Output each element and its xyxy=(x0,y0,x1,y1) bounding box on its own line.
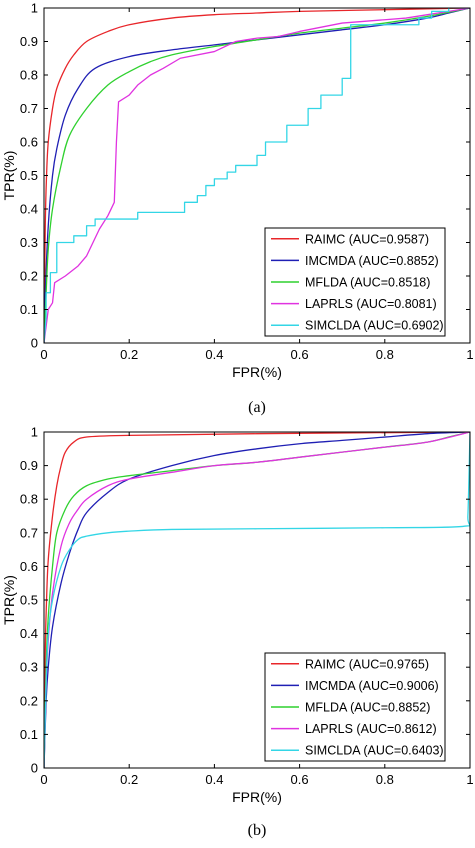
y-tick-label: 0.9 xyxy=(20,458,38,473)
y-tick-label: 0 xyxy=(31,761,38,776)
x-tick-label: 0.8 xyxy=(376,347,394,362)
legend: RAIMC (AUC=0.9587) IMCMDA (AUC=0.8852) MFL… xyxy=(264,227,446,337)
chart-b: 0 0.2 0.4 0.6 0.8 1 0 0.1 0.2 0.3 0.4 0.5 0.6 0.7 0.8 0… xyxy=(1,425,474,840)
series-line-raimc xyxy=(44,8,470,343)
y-tick-label: 0.4 xyxy=(20,626,38,641)
x-tick-label: 0 xyxy=(40,772,47,787)
legend-entry: SIMCLDA (AUC=0.6902) xyxy=(305,319,444,333)
x-tick-label: 0.6 xyxy=(291,772,309,787)
y-tick-label: 0.9 xyxy=(20,34,38,49)
legend-entry: LAPRLS (AUC=0.8081) xyxy=(305,297,437,311)
y-tick-label: 0.2 xyxy=(20,693,38,708)
y-tick-label: 0.3 xyxy=(20,660,38,675)
x-tick-label: 0.2 xyxy=(120,347,138,362)
y-axis-label: TPR(%) xyxy=(1,151,17,201)
x-tick-label: 0.6 xyxy=(291,347,309,362)
y-tick-label: 1 xyxy=(31,425,38,440)
y-tick-label: 0.1 xyxy=(20,727,38,742)
x-tick-label: 0.8 xyxy=(376,772,394,787)
series-line-laprls xyxy=(44,8,470,343)
chart-a: 0 0.2 0.4 0.6 0.8 1 0 0.1 0.2 0.3 0.4 0.5 0.6 0.7 0.8 0… xyxy=(1,1,474,417)
y-tick-label: 0.8 xyxy=(20,492,38,507)
y-tick-label: 0.6 xyxy=(20,135,38,150)
figure-caption: (a) xyxy=(248,399,266,416)
y-tick-label: 0.5 xyxy=(20,168,38,183)
y-tick-label: 0.1 xyxy=(20,302,38,317)
y-tick-label: 0.5 xyxy=(20,593,38,608)
legend: RAIMC (AUC=0.9765) IMCMDA (AUC=0.9006) MFL… xyxy=(264,652,446,762)
series-line-simclda xyxy=(44,8,470,343)
y-tick-label: 0.7 xyxy=(20,101,38,116)
x-tick-label: 1 xyxy=(466,772,473,787)
y-tick-label: 0.8 xyxy=(20,68,38,83)
legend-entry: MFLDA (AUC=0.8852) xyxy=(305,701,430,715)
legend-entry: RAIMC (AUC=0.9587) xyxy=(305,232,429,246)
legend-entry: LAPRLS (AUC=0.8612) xyxy=(305,722,437,736)
y-tick-label: 0.4 xyxy=(20,202,38,217)
y-axis-label: TPR(%) xyxy=(1,575,17,625)
x-tick-label: 1 xyxy=(466,347,473,362)
x-tick-label: 0.4 xyxy=(205,347,223,362)
legend-entry: RAIMC (AUC=0.9765) xyxy=(305,657,429,671)
x-tick-label: 0.2 xyxy=(120,772,138,787)
series-line-simclda xyxy=(44,432,470,768)
legend-entry: SIMCLDA (AUC=0.6403) xyxy=(305,744,444,758)
x-tick-label: 0.4 xyxy=(205,772,223,787)
legend-entry: MFLDA (AUC=0.8518) xyxy=(305,276,430,290)
y-tick-label: 0.6 xyxy=(20,559,38,574)
x-axis-label: FPR(%) xyxy=(232,364,282,380)
series-line-imcmda xyxy=(44,432,470,768)
y-tick-label: 0.3 xyxy=(20,235,38,250)
y-tick-label: 0 xyxy=(31,336,38,351)
y-tick-label: 0.2 xyxy=(20,269,38,284)
figure-caption: (b) xyxy=(248,822,267,839)
x-tick-label: 0 xyxy=(40,347,47,362)
legend-entry: IMCMDA (AUC=0.9006) xyxy=(305,679,439,693)
series-line-mflda xyxy=(44,8,470,343)
x-axis-label: FPR(%) xyxy=(232,789,282,805)
legend-entry: IMCMDA (AUC=0.8852) xyxy=(305,254,439,268)
y-tick-label: 0.7 xyxy=(20,525,38,540)
y-tick-label: 1 xyxy=(31,1,38,16)
